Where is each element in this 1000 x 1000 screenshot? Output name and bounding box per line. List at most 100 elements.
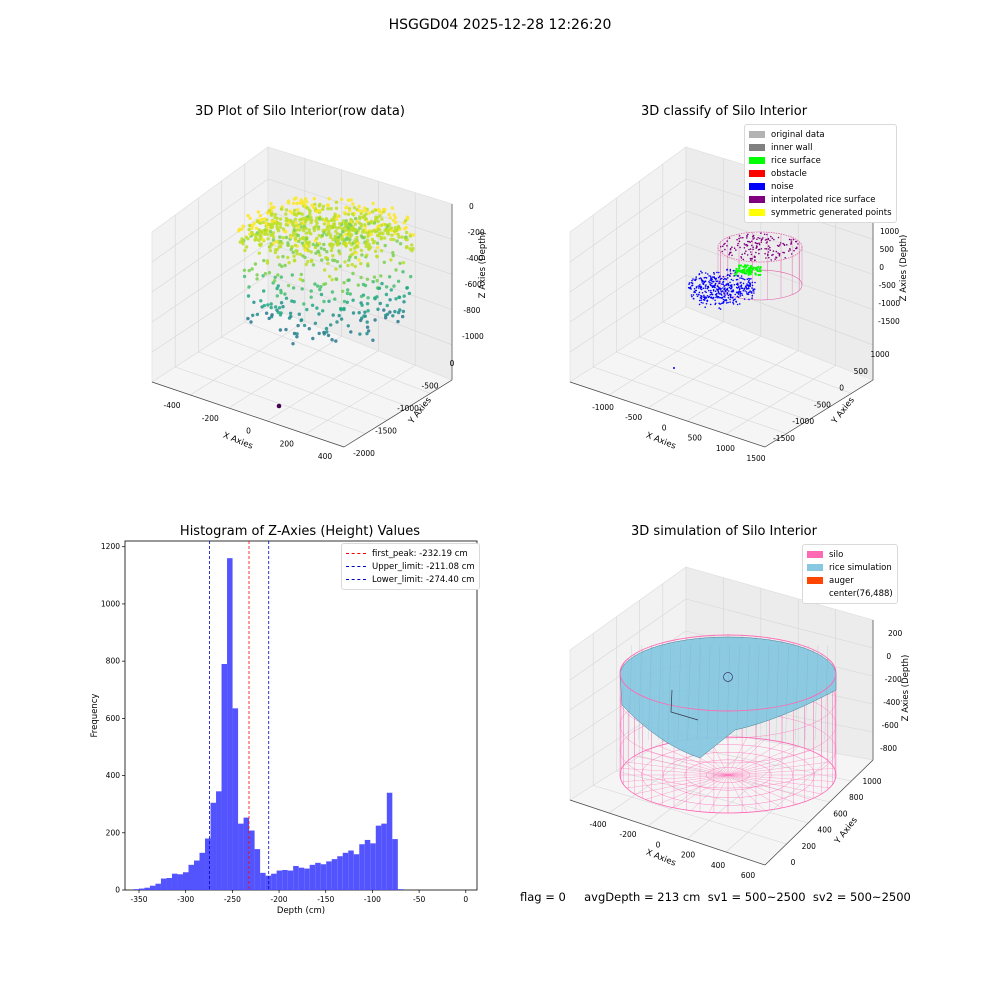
z-tick-label: -1000 bbox=[462, 332, 484, 341]
noise-point bbox=[753, 288, 756, 291]
noise-point bbox=[700, 286, 703, 289]
data-point bbox=[385, 312, 390, 316]
interpolated-point bbox=[767, 251, 770, 253]
z-tick-label: -800 bbox=[880, 744, 897, 753]
data-point bbox=[285, 218, 290, 222]
data-point bbox=[365, 331, 369, 336]
data-point bbox=[327, 230, 331, 234]
data-point bbox=[291, 222, 295, 227]
data-point bbox=[277, 221, 281, 226]
data-point bbox=[353, 222, 357, 226]
data-point bbox=[306, 259, 310, 264]
interpolated-point bbox=[775, 257, 778, 259]
interpolated-point bbox=[790, 239, 792, 241]
data-point bbox=[344, 206, 348, 210]
y-tick-label: -2000 bbox=[353, 449, 375, 458]
y-tick-label: 200 bbox=[802, 842, 817, 851]
data-point bbox=[269, 305, 273, 310]
data-point bbox=[276, 273, 280, 277]
data-point bbox=[308, 208, 312, 213]
data-point bbox=[384, 316, 388, 320]
rice-surface-point bbox=[746, 268, 749, 271]
histogram-bar bbox=[348, 850, 354, 890]
data-point bbox=[248, 232, 252, 236]
interpolated-point bbox=[793, 249, 795, 252]
grid-line bbox=[228, 335, 342, 409]
histogram-bar bbox=[309, 864, 316, 890]
interpolated-point bbox=[740, 237, 742, 239]
noise-point bbox=[713, 280, 715, 283]
y-tick-label: 1000 bbox=[101, 599, 120, 608]
data-point bbox=[367, 211, 372, 215]
noise-point bbox=[727, 283, 730, 285]
noise-point bbox=[719, 289, 722, 291]
legend-swatch bbox=[807, 564, 823, 571]
noise-point bbox=[692, 297, 695, 300]
noise-point bbox=[717, 291, 720, 294]
data-point bbox=[320, 258, 324, 262]
data-point bbox=[311, 263, 316, 267]
interpolated-point bbox=[736, 244, 739, 247]
rice-mesh-line bbox=[697, 644, 701, 741]
interpolated-point bbox=[767, 254, 769, 257]
data-point bbox=[359, 261, 363, 266]
data-point bbox=[336, 214, 340, 218]
data-point bbox=[387, 212, 391, 217]
grid-line bbox=[305, 365, 416, 435]
data-point bbox=[251, 223, 255, 228]
data-point bbox=[313, 321, 318, 325]
histogram-bar bbox=[386, 792, 393, 890]
interpolated-point bbox=[786, 244, 788, 246]
data-point bbox=[322, 222, 327, 226]
noise-point bbox=[749, 291, 751, 293]
data-point bbox=[337, 225, 342, 230]
data-point bbox=[292, 212, 297, 217]
data-point bbox=[281, 236, 285, 240]
data-point bbox=[303, 197, 308, 201]
noise-point bbox=[713, 271, 715, 274]
data-point bbox=[322, 299, 326, 304]
data-point bbox=[326, 333, 331, 338]
data-point bbox=[348, 292, 352, 296]
noise-point bbox=[699, 287, 702, 290]
data-point bbox=[263, 217, 267, 221]
data-point bbox=[401, 270, 405, 274]
histogram-bar bbox=[342, 852, 349, 890]
data-point bbox=[330, 290, 335, 294]
interpolated-point bbox=[749, 248, 752, 250]
data-point bbox=[269, 233, 273, 237]
x-tick-label: 0 bbox=[662, 423, 667, 432]
legend-swatch bbox=[807, 577, 823, 584]
data-point bbox=[393, 226, 397, 230]
data-point bbox=[410, 243, 414, 247]
noise-point bbox=[740, 275, 743, 277]
data-point bbox=[248, 224, 252, 228]
rice-surface-point bbox=[749, 273, 752, 276]
y-tick-label: -500 bbox=[814, 400, 831, 409]
data-point bbox=[343, 225, 347, 229]
grid-line bbox=[569, 598, 687, 681]
data-point bbox=[271, 235, 276, 239]
data-point bbox=[259, 231, 264, 235]
interpolated-point bbox=[742, 258, 745, 261]
z-tick-label: -600 bbox=[465, 280, 482, 289]
data-point bbox=[269, 302, 273, 306]
data-point bbox=[357, 311, 361, 315]
data-point bbox=[374, 208, 378, 212]
noise-point bbox=[725, 302, 728, 304]
data-point bbox=[370, 237, 375, 242]
rice-mesh-line bbox=[628, 644, 632, 741]
data-point bbox=[324, 326, 329, 331]
data-point bbox=[251, 313, 255, 317]
silo-floor-spoke bbox=[727, 774, 747, 813]
data-point bbox=[295, 335, 299, 339]
data-point bbox=[338, 252, 342, 256]
data-point bbox=[298, 228, 302, 232]
data-point bbox=[377, 209, 382, 213]
legend-swatch bbox=[749, 196, 765, 203]
data-point bbox=[298, 237, 302, 241]
data-point bbox=[341, 219, 346, 223]
data-point bbox=[296, 233, 300, 238]
